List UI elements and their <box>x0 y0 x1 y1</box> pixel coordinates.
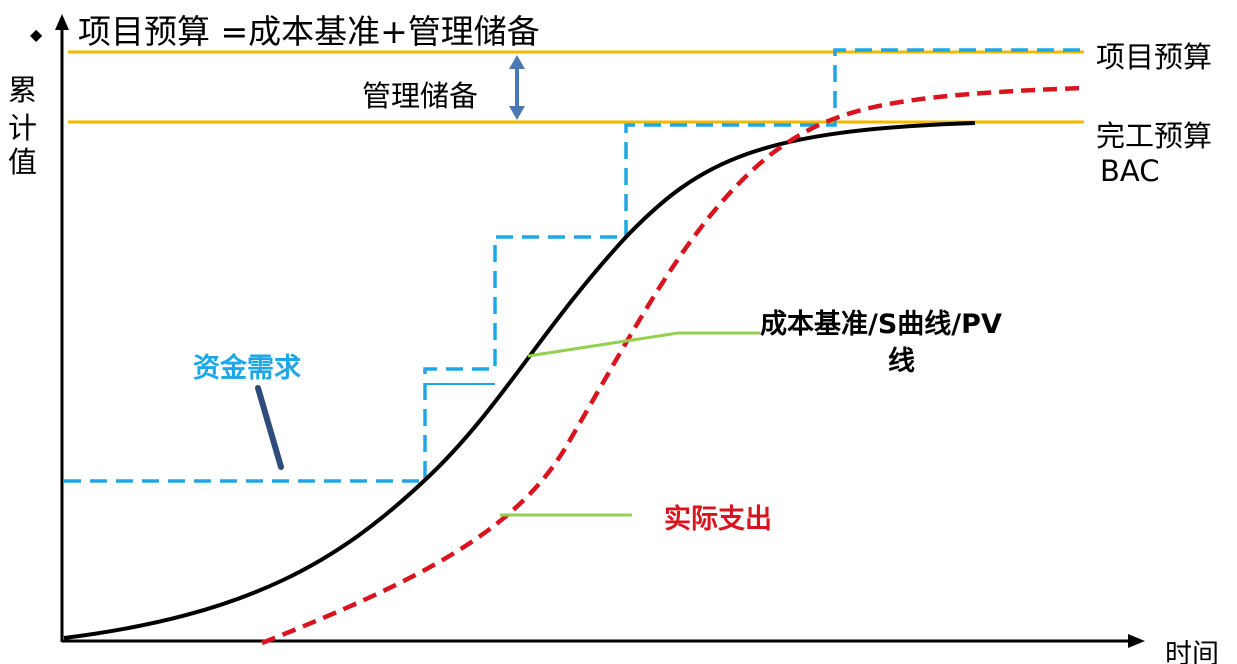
y-axis-arrowhead <box>55 14 69 30</box>
bac-label-line2: BAC <box>1100 154 1159 188</box>
title-bullet: ◆ <box>30 25 43 44</box>
actual-expenditure-curve <box>261 85 1085 646</box>
bac-label-line1: 完工预算 <box>1096 119 1212 153</box>
y-axis-label-1: 累 <box>8 73 37 107</box>
reserve-arrow-down-head <box>509 106 525 120</box>
actual-expenditure-label: 实际支出 <box>664 503 772 535</box>
cost-baseline-curve <box>63 121 976 640</box>
reserve-arrow-up-head <box>509 55 525 69</box>
x-axis-arrowhead <box>1128 634 1145 648</box>
x-axis-label: 时间 <box>1165 639 1219 664</box>
y-axis-label-3: 值 <box>8 145 37 179</box>
y-axis-label-2: 计 <box>8 111 37 145</box>
diagram-title: 项目预算 =成本基准+管理储备 <box>78 12 540 51</box>
project-budget-label: 项目预算 <box>1096 40 1212 74</box>
cost-baseline-label-line2: 线 <box>888 346 915 377</box>
funding-requirement-label: 资金需求 <box>193 352 301 384</box>
cost-baseline-label-line1: 成本基准/S曲线/PV <box>760 309 1002 340</box>
management-reserve-label: 管理储备 <box>362 79 478 113</box>
funding-requirement-steps <box>64 48 1084 483</box>
baseline-pointer-line <box>527 331 679 358</box>
funding-pointer-line <box>255 385 284 470</box>
